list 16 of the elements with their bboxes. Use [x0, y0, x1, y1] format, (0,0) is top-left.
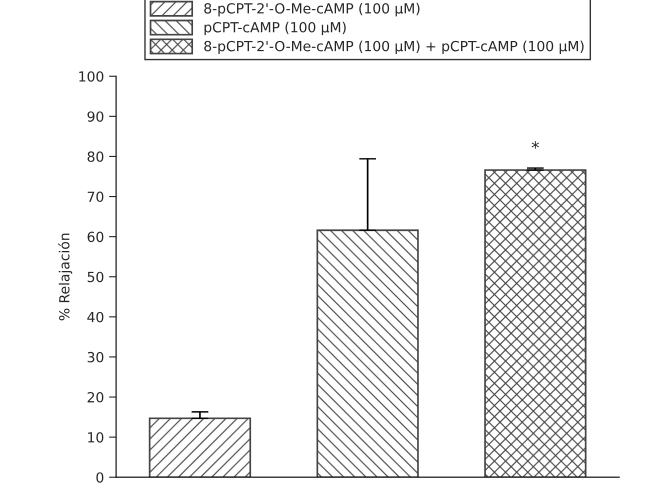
- y-tick-label: 60: [88, 232, 104, 242]
- legend-label: 8-pCPT-2'-O-Me-cAMP (100 µM): [204, 2, 420, 16]
- legend-label: pCPT-cAMP (100 µM): [204, 22, 346, 36]
- y-tick-label: 100: [79, 71, 104, 82]
- y-tick-label: 90: [87, 111, 104, 122]
- y-tick-label: 0: [96, 472, 104, 483]
- y-axis-title: % Relajación: [58, 234, 72, 320]
- y-tick-label: 30: [88, 352, 104, 362]
- legend-label: 8-pCPT-2'-O-Me-cAMP (100 µM) + pCPT-cAMP (100 µM): [204, 40, 584, 54]
- annotation: *: [532, 141, 540, 149]
- y-tick-label: 40: [87, 312, 104, 322]
- y-tick-label: 20: [88, 392, 104, 403]
- y-tick-label: 80: [88, 151, 104, 162]
- y-tick-label: 10: [88, 432, 104, 443]
- y-tick-label: 50: [88, 272, 104, 282]
- y-tick-label: 70: [88, 192, 104, 202]
